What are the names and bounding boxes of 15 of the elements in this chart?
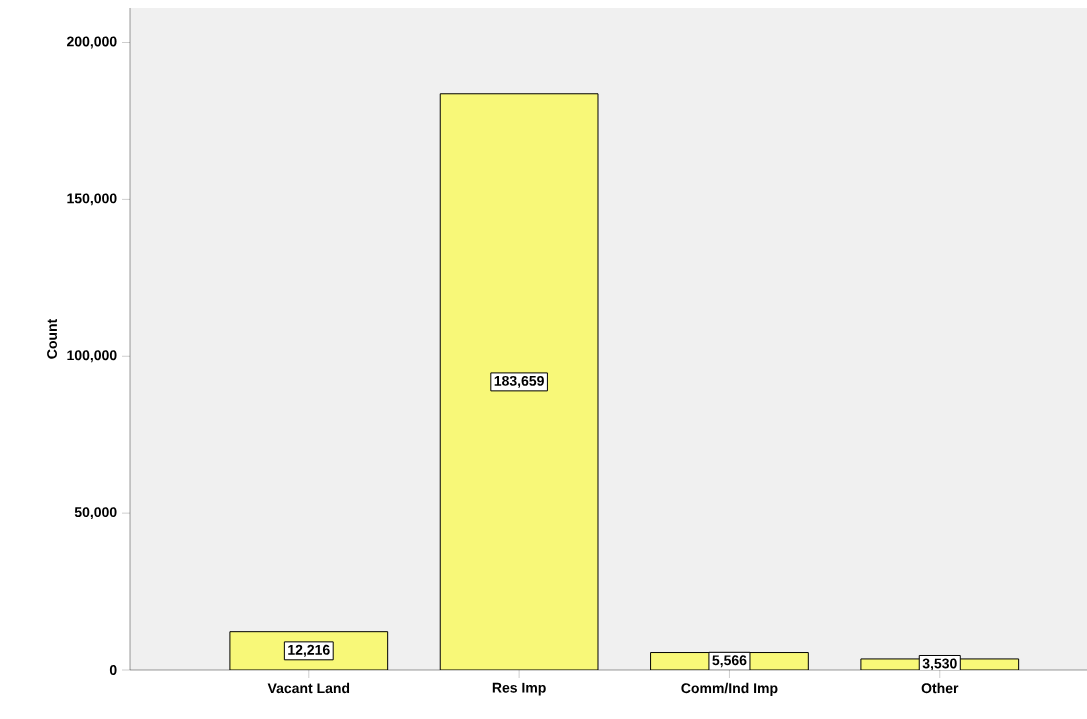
data-label: 3,530: [922, 658, 957, 671]
x-tick-label: Other: [921, 682, 959, 694]
y-tick-label: 150,000: [67, 193, 117, 206]
x-tick-label: Res Imp: [492, 682, 546, 696]
data-label: 183,659: [494, 375, 544, 388]
y-tick-label: 50,000: [74, 507, 117, 520]
x-tick-label: Vacant Land: [267, 682, 350, 694]
y-tick-label: 0: [109, 665, 117, 675]
x-tick-label: Comm/Ind Imp: [681, 682, 778, 696]
y-axis-title: Count: [47, 318, 57, 359]
bar: [439, 93, 599, 670]
y-tick-label: 200,000: [67, 36, 117, 49]
data-label: 12,216: [288, 644, 330, 657]
y-tick-label: 100,000: [67, 350, 117, 363]
data-label: 5,566: [712, 655, 747, 668]
